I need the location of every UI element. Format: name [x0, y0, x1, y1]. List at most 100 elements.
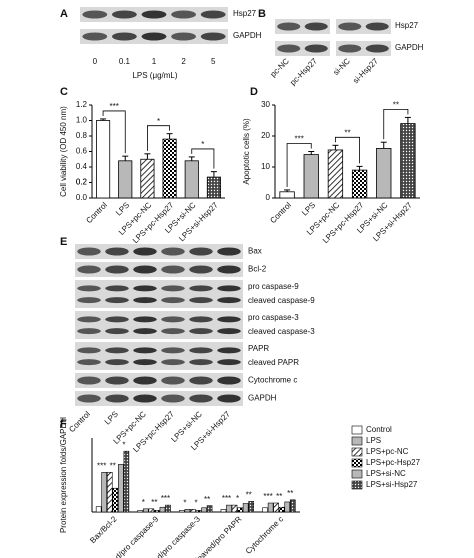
row-label: cleaved PAPR	[248, 358, 299, 367]
band	[77, 265, 101, 274]
significance: *	[201, 140, 204, 149]
significance: ***	[263, 492, 272, 501]
band	[217, 297, 241, 304]
significance: ***	[97, 461, 106, 470]
band	[133, 247, 157, 256]
significance: **	[204, 495, 210, 504]
legend-swatch	[351, 480, 363, 490]
row-label: Cytochrome c	[248, 376, 297, 385]
band	[133, 376, 157, 385]
band	[161, 328, 185, 335]
bracket	[102, 110, 126, 154]
bar	[273, 502, 279, 513]
band	[161, 359, 185, 366]
significance: **	[344, 128, 350, 137]
bar	[279, 191, 295, 199]
bar	[96, 120, 111, 199]
blot-strip	[75, 311, 243, 339]
lane-label: 0	[93, 57, 98, 66]
bar	[95, 506, 102, 513]
bar	[118, 160, 133, 199]
bracket	[383, 109, 409, 140]
band	[217, 359, 241, 366]
bar	[148, 508, 155, 513]
y-tick-label: 10	[261, 162, 270, 171]
band	[217, 347, 241, 354]
row-label: cleaved caspase-9	[248, 296, 315, 305]
y-axis-label: Cell viability (OD 450 nm)	[59, 106, 68, 197]
band	[77, 376, 101, 385]
y-tick-label: 0	[266, 193, 271, 202]
y-axis-label: Apoptotic cells (%)	[242, 118, 251, 185]
significance: **	[110, 461, 116, 470]
lane-label: 0.1	[119, 57, 131, 66]
band	[189, 328, 213, 335]
x-tick-label: Control	[268, 200, 293, 225]
x-tick-label: LPS	[114, 201, 131, 218]
bar	[159, 506, 166, 513]
band	[217, 285, 241, 292]
band	[133, 394, 157, 403]
significance: ***	[109, 102, 118, 111]
lane-label: 1	[152, 57, 157, 66]
bar	[289, 499, 296, 513]
band	[105, 394, 129, 403]
band	[111, 10, 137, 19]
x-tick-label: Cytochrome c	[244, 515, 285, 556]
row-label: pro caspase-3	[248, 313, 299, 322]
band	[105, 247, 129, 256]
band	[304, 44, 328, 53]
band	[105, 297, 129, 304]
panel-letter: A	[60, 8, 68, 20]
band	[77, 285, 101, 292]
x-axis-label: LPS (μg/mL)	[132, 71, 177, 80]
significance: *	[194, 498, 197, 507]
bar	[179, 510, 185, 513]
band	[105, 347, 129, 354]
band	[77, 394, 101, 403]
band	[161, 247, 185, 256]
band	[217, 376, 241, 385]
significance: *	[142, 498, 145, 507]
bar	[220, 509, 227, 513]
bar	[262, 507, 268, 513]
bar	[101, 472, 107, 513]
panel-letter: F	[60, 418, 67, 430]
significance: *	[122, 440, 125, 449]
band	[133, 316, 157, 323]
x-tick-label: Control	[84, 200, 109, 225]
band	[161, 347, 185, 354]
bar	[106, 472, 113, 513]
band	[105, 328, 129, 335]
bar	[140, 158, 155, 199]
y-tick-label: 0.8	[76, 131, 88, 140]
bar	[184, 160, 199, 199]
significance: **	[276, 492, 282, 501]
band	[217, 328, 241, 335]
band	[111, 32, 137, 41]
lane-label: si-NC	[331, 56, 352, 77]
band	[161, 376, 185, 385]
band	[171, 10, 197, 19]
band	[161, 297, 185, 304]
bar	[400, 123, 416, 199]
band	[105, 316, 129, 323]
band	[77, 347, 101, 354]
band	[338, 44, 362, 53]
bar	[118, 464, 124, 513]
band	[105, 359, 129, 366]
bar	[327, 149, 344, 199]
lane-label: 5	[211, 57, 216, 66]
row-label: Hsp27	[395, 21, 419, 30]
bar	[165, 504, 171, 513]
y-tick-label: 0.4	[76, 162, 88, 171]
bar	[226, 504, 232, 513]
x-tick-label: LPS	[300, 201, 317, 218]
band	[77, 316, 101, 323]
band	[77, 328, 101, 335]
bar	[184, 509, 191, 513]
bar	[248, 501, 254, 513]
band	[105, 285, 129, 292]
significance: **	[287, 489, 293, 498]
y-tick-label: 30	[261, 100, 270, 109]
